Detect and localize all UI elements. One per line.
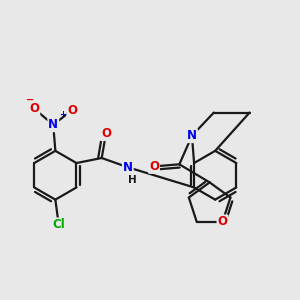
Text: Cl: Cl: [52, 218, 65, 231]
Text: O: O: [218, 215, 227, 229]
Text: H: H: [128, 175, 136, 185]
Text: O: O: [29, 102, 39, 115]
Text: N: N: [187, 129, 197, 142]
Text: O: O: [101, 127, 111, 140]
Text: O: O: [67, 103, 77, 116]
Text: N: N: [123, 161, 133, 174]
Text: −: −: [26, 94, 34, 104]
Text: O: O: [149, 160, 159, 173]
Text: N: N: [48, 118, 58, 131]
Text: +: +: [59, 110, 66, 119]
